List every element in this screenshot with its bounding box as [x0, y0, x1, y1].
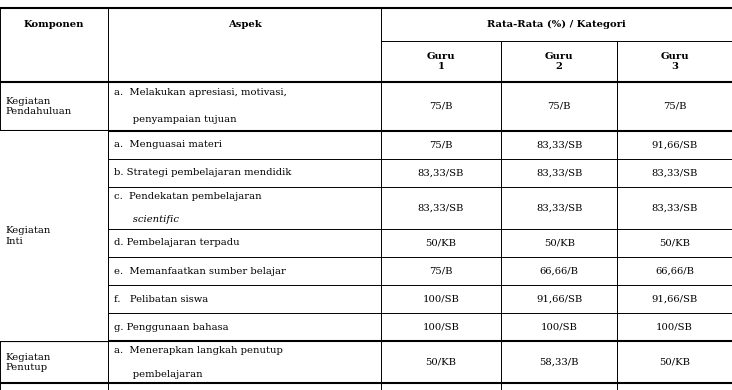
Text: 100/SB: 100/SB: [422, 323, 460, 332]
Text: 83,33/SB: 83,33/SB: [651, 203, 698, 213]
Text: Kegiatan
Penutup: Kegiatan Penutup: [6, 353, 51, 372]
Text: 91,66/SB: 91,66/SB: [651, 140, 698, 149]
Text: b. Strategi pembelajaran mendidik: b. Strategi pembelajaran mendidik: [114, 168, 291, 177]
Text: 50/KB: 50/KB: [425, 238, 457, 248]
Text: 100/SB: 100/SB: [541, 323, 578, 332]
Text: 75/B: 75/B: [429, 266, 453, 276]
Text: 83,33/SB: 83,33/SB: [418, 203, 464, 213]
Text: 75/B: 75/B: [429, 102, 453, 111]
Text: a.  Melakukan apresiasi, motivasi,: a. Melakukan apresiasi, motivasi,: [114, 88, 287, 97]
Text: f.   Pelibatan siswa: f. Pelibatan siswa: [114, 294, 209, 304]
Text: 83,33/SB: 83,33/SB: [651, 168, 698, 177]
Text: Guru
3: Guru 3: [660, 52, 689, 71]
Text: Komponen: Komponen: [24, 20, 84, 29]
Text: g. Penggunaan bahasa: g. Penggunaan bahasa: [114, 323, 229, 332]
Text: Kegiatan
Inti: Kegiatan Inti: [6, 226, 51, 246]
Text: 83,33/SB: 83,33/SB: [536, 203, 583, 213]
Text: c.  Pendekatan pembelajaran: c. Pendekatan pembelajaran: [114, 191, 262, 200]
Text: penyampaian tujuan: penyampaian tujuan: [114, 115, 237, 124]
Text: 50/KB: 50/KB: [659, 358, 690, 367]
Text: Kegiatan
Pendahuluan: Kegiatan Pendahuluan: [6, 97, 72, 116]
Text: Rata-Rata (%) / Kategori: Rata-Rata (%) / Kategori: [487, 20, 626, 29]
Text: Aspek: Aspek: [228, 20, 261, 29]
Text: 91,66/SB: 91,66/SB: [536, 294, 583, 304]
Text: 83,33/SB: 83,33/SB: [418, 168, 464, 177]
Text: 66,66/B: 66,66/B: [655, 266, 694, 276]
Text: pembelajaran: pembelajaran: [114, 370, 203, 379]
Text: 83,33/SB: 83,33/SB: [536, 140, 583, 149]
Text: 100/SB: 100/SB: [656, 323, 693, 332]
Text: 100/SB: 100/SB: [422, 294, 460, 304]
Text: 91,66/SB: 91,66/SB: [651, 294, 698, 304]
Text: 66,66/B: 66,66/B: [539, 266, 579, 276]
Text: 83,33/SB: 83,33/SB: [536, 168, 583, 177]
Text: d. Pembelajaran terpadu: d. Pembelajaran terpadu: [114, 238, 240, 248]
Text: Guru
1: Guru 1: [427, 52, 455, 71]
Text: 58,33/B: 58,33/B: [539, 358, 579, 367]
Text: 75/B: 75/B: [662, 102, 687, 111]
Text: 50/KB: 50/KB: [425, 358, 457, 367]
Text: 50/KB: 50/KB: [659, 238, 690, 248]
Text: scientific: scientific: [114, 215, 179, 224]
Text: 50/KB: 50/KB: [544, 238, 575, 248]
Bar: [0, 131, 108, 341]
Text: a.  Menguasai materi: a. Menguasai materi: [114, 140, 223, 149]
Text: a.  Menerapkan langkah penutup: a. Menerapkan langkah penutup: [114, 346, 283, 355]
Text: Guru
2: Guru 2: [545, 52, 574, 71]
Text: 75/B: 75/B: [429, 140, 453, 149]
Text: e.  Memanfaatkan sumber belajar: e. Memanfaatkan sumber belajar: [114, 266, 286, 276]
Text: 75/B: 75/B: [548, 102, 571, 111]
